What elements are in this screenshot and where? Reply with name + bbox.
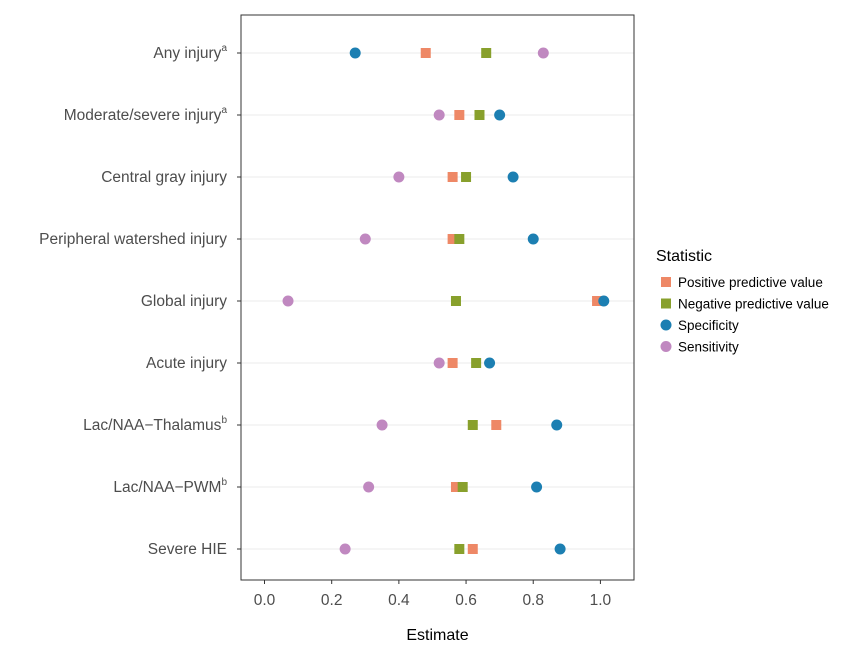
data-point xyxy=(551,419,563,431)
data-point xyxy=(454,110,465,120)
legend-key xyxy=(660,341,672,352)
data-point xyxy=(491,420,502,430)
x-tick-label: 0.0 xyxy=(254,592,276,609)
legend-label: Positive predictive value xyxy=(678,275,823,290)
data-point xyxy=(447,234,458,244)
y-tick-label-text: Central gray injury xyxy=(101,169,227,186)
data-point xyxy=(527,233,539,245)
data-point xyxy=(447,172,458,182)
data-point xyxy=(339,543,351,555)
y-tick-label: Lac/NAA−PWMb xyxy=(113,477,227,496)
data-point xyxy=(467,544,478,554)
data-point xyxy=(467,420,478,430)
data-point xyxy=(450,296,461,306)
y-tick-label: Central gray injury xyxy=(101,169,227,186)
data-point xyxy=(349,47,361,59)
data-point xyxy=(598,295,610,307)
y-tick-label-superscript: a xyxy=(221,43,227,54)
y-tick-label: Lac/NAA−Thalamusb xyxy=(83,415,227,434)
x-tick-label: 1.0 xyxy=(590,592,612,609)
data-point xyxy=(376,419,388,431)
y-tick-label-text: Lac/NAA−Thalamus xyxy=(83,417,222,434)
legend-label: Negative predictive value xyxy=(678,297,829,312)
y-tick-label: Any injurya xyxy=(153,43,227,62)
data-point xyxy=(363,481,375,493)
data-point xyxy=(531,481,543,493)
data-point xyxy=(484,357,496,369)
data-point xyxy=(420,48,431,58)
data-point xyxy=(447,358,458,368)
data-points xyxy=(282,47,610,555)
data-point xyxy=(471,358,482,368)
y-tick-label-superscript: b xyxy=(221,477,227,488)
y-tick-label-text: Acute injury xyxy=(146,355,227,372)
legend-label: Sensitivity xyxy=(678,340,739,355)
data-point xyxy=(592,296,603,306)
y-tick-label-text: Global injury xyxy=(141,293,227,310)
y-tick-label-superscript: a xyxy=(221,105,227,116)
x-tick-label: 0.4 xyxy=(388,592,410,609)
data-point xyxy=(454,544,465,554)
data-point xyxy=(433,109,445,121)
data-point xyxy=(481,48,492,58)
grid-lines xyxy=(241,52,634,550)
data-point xyxy=(433,357,445,369)
y-tick-label-text: Any injury xyxy=(153,45,221,62)
y-tick-label: Severe HIE xyxy=(148,541,227,558)
legend-key xyxy=(661,298,671,309)
x-tick-label: 0.6 xyxy=(455,592,477,609)
data-point xyxy=(507,171,519,183)
legend-key xyxy=(660,319,672,331)
data-point xyxy=(454,234,465,244)
data-point xyxy=(457,482,468,492)
y-tick-label-superscript: b xyxy=(221,415,227,426)
data-point xyxy=(393,171,405,183)
y-tick-label: Moderate/severe injurya xyxy=(64,105,228,124)
data-point xyxy=(474,110,485,120)
data-point xyxy=(461,172,472,182)
data-point xyxy=(537,47,549,59)
y-tick-label: Peripheral watershed injury xyxy=(39,231,227,248)
data-point xyxy=(282,295,294,307)
y-tick-label-text: Peripheral watershed injury xyxy=(39,231,227,248)
data-point xyxy=(554,543,566,555)
data-point xyxy=(450,482,461,492)
y-tick-label-text: Moderate/severe injury xyxy=(64,107,222,124)
legend-title: Statistic xyxy=(656,248,712,265)
x-tick-label: 0.2 xyxy=(321,592,343,609)
y-tick-label: Acute injury xyxy=(146,355,227,372)
legend-label: Specificity xyxy=(678,318,739,333)
x-axis-ticks: 0.0 0.2 0.4 0.6 0.8 1.0 xyxy=(254,580,612,609)
data-point xyxy=(494,109,506,121)
data-point xyxy=(359,233,371,245)
y-tick-label: Global injury xyxy=(141,293,227,310)
plot-panel xyxy=(240,14,635,581)
x-tick-label: 0.8 xyxy=(522,592,544,609)
legend-key xyxy=(661,277,671,287)
legend: Statistic Positive predictive value Negat… xyxy=(656,248,829,355)
y-tick-label-text: Lac/NAA−PWM xyxy=(113,479,221,496)
x-axis-title: Estimate xyxy=(406,627,468,644)
y-tick-label-text: Severe HIE xyxy=(148,541,227,558)
